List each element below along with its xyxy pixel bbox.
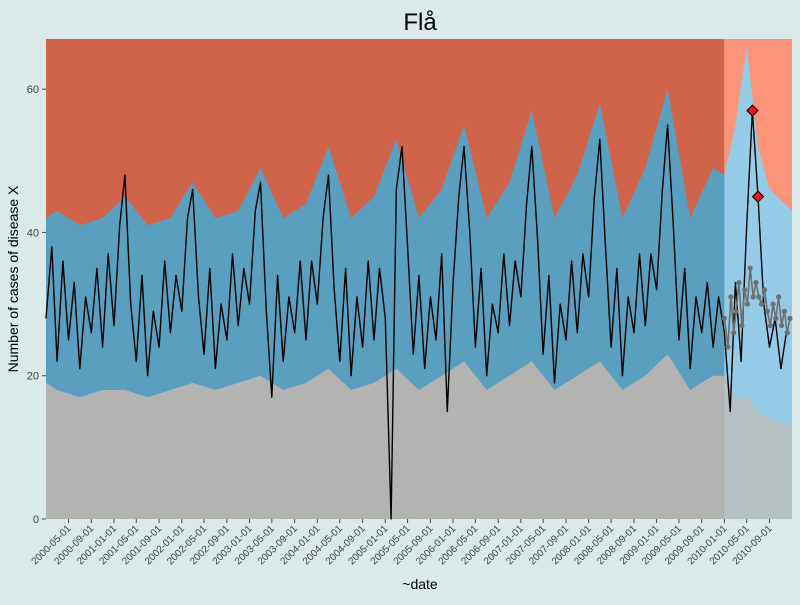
- baseline-band-historic: [46, 354, 725, 519]
- forecast-point: [784, 330, 790, 336]
- forecast-point: [721, 315, 728, 322]
- forecast-point: [728, 294, 734, 300]
- forecast-point: [739, 322, 745, 329]
- chart-title: Flå: [403, 9, 437, 36]
- outbreak-marker: [751, 190, 765, 203]
- forecast-point: [742, 287, 748, 293]
- observed-line: [45, 109, 788, 520]
- forecast-point: [747, 265, 753, 271]
- plot-area: [45, 39, 793, 520]
- y-axis-label: Number of cases of disease X: [5, 185, 21, 372]
- forecast-point: [744, 301, 751, 307]
- forecast-point: [753, 279, 759, 286]
- forecast-point: [764, 308, 770, 314]
- forecast-point: [767, 322, 773, 329]
- forecast-point: [750, 294, 756, 300]
- outbreak-marker: [746, 104, 759, 117]
- y-tick-label: 60: [27, 84, 39, 96]
- forecast-point: [736, 279, 742, 286]
- baseline-band-forecast: [724, 375, 792, 519]
- forecast-line: [723, 267, 791, 348]
- forecast-point: [725, 344, 731, 350]
- forecast-point: [761, 287, 768, 293]
- forecast-point: [758, 301, 765, 307]
- forecast-point: [779, 322, 785, 329]
- forecast-point: [733, 308, 739, 314]
- forecast-point: [731, 330, 737, 336]
- forecast-point: [756, 294, 762, 300]
- forecast-point: [770, 301, 776, 307]
- forecast-point: [781, 308, 787, 314]
- y-tick-label: 20: [27, 371, 39, 383]
- y-axis: 0 20 40 60: [27, 84, 46, 526]
- x-axis-label: ~date: [402, 576, 438, 592]
- y-tick-label: 40: [27, 227, 39, 239]
- x-axis: 2000-05-012000-09-012001-01-012001-05-01…: [30, 519, 775, 567]
- forecast-point: [776, 294, 782, 300]
- forecast-point: [773, 315, 779, 322]
- forecast-point: [787, 315, 793, 322]
- y-tick-label: 0: [33, 514, 39, 526]
